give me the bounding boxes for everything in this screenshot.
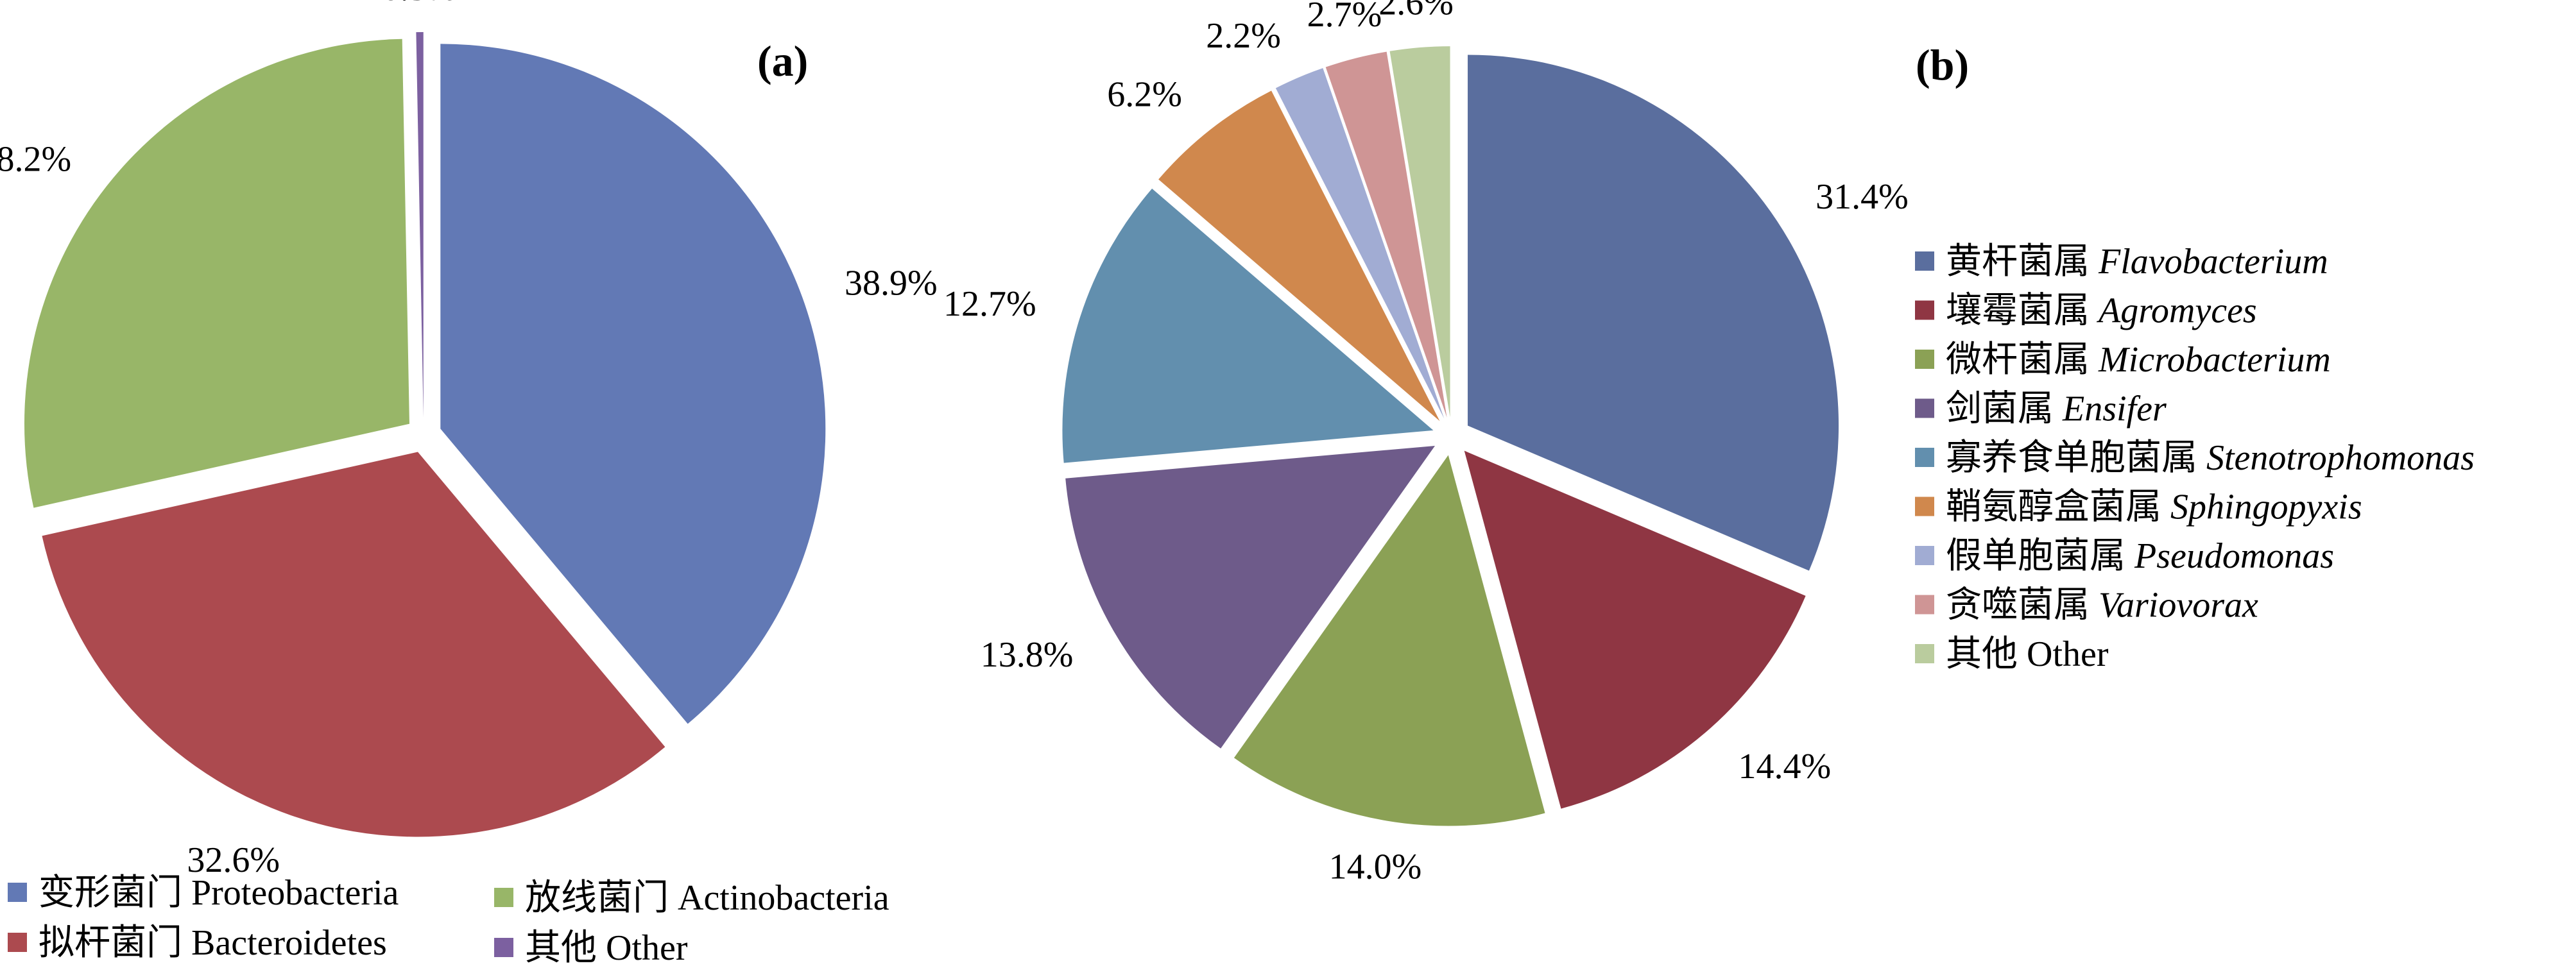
legend-b-swatch-flavobacterium: [1915, 251, 1934, 271]
legend-a-swatch-proteobacteria: [8, 883, 27, 902]
pie-b-slice-agromyces: [1464, 450, 1806, 809]
pie-b-slice-ensifer: [1065, 445, 1435, 749]
pie-b-label-flavobacterium: 31.4%: [1816, 177, 1909, 217]
pie-b-slice-other: [1389, 46, 1450, 418]
legend-a-item-actinobacteria: 放线菌门 Actinobacteria: [494, 878, 889, 918]
legend-a-swatch-other: [494, 938, 513, 957]
pie-b-slice-flavobacterium: [1468, 55, 1839, 571]
legend-b-text-ensifer: 剑菌属 Ensifer: [1946, 389, 2167, 429]
pie-b-label-variovorax: 2.7%: [1307, 0, 1382, 35]
legend-b-swatch-stenotrophomonas: [1915, 448, 1934, 467]
legend-b-swatch-sphingopyxis: [1915, 497, 1934, 516]
pie-chart-a: 38.9% 32.6% 28.2% 0.3%: [0, 0, 938, 880]
pie-a-label-bacteroidetes: 32.6%: [187, 840, 280, 880]
legend-a-text-other: 其他 Other: [525, 928, 688, 965]
pie-b-slice-microbacterium: [1233, 455, 1545, 826]
legend-a-text-actinobacteria: 放线菌门 Actinobacteria: [525, 878, 889, 918]
legend-b-item-pseudomonas: 假单胞菌属 Pseudomonas: [1915, 536, 2334, 576]
legend-b-item-flavobacterium: 黄杆菌属 Flavobacterium: [1915, 242, 2328, 282]
pie-b-label-agromyces: 14.4%: [1738, 747, 1831, 786]
legend-b-swatch-ensifer: [1915, 398, 1934, 418]
legend-a-swatch-bacteroidetes: [8, 933, 27, 952]
legend-b-item-agromyces: 壤霉菌属 Agromyces: [1915, 291, 2257, 331]
legend-a-text-bacteroidetes: 拟杆菌门 Bacteroidetes: [39, 923, 387, 963]
pie-b-label-pseudomonas: 2.2%: [1206, 16, 1281, 56]
pie-b-slice-variovorax: [1325, 51, 1447, 418]
pie-a-slice-proteobacteria: [440, 44, 826, 724]
pie-a-label-actinobacteria: 28.2%: [0, 140, 71, 180]
pie-a-slice-other: [416, 32, 424, 418]
pie-b-slice-stenotrophomonas: [1062, 189, 1434, 463]
pie-b-label-ensifer: 13.8%: [981, 635, 1074, 675]
panel-label-a: (a): [757, 37, 808, 85]
pie-b-label-other: 2.6%: [1378, 0, 1454, 22]
legend-b-swatch-pseudomonas: [1915, 546, 1934, 565]
legend-b-item-other: 其他 Other: [1915, 634, 2109, 674]
legend-a: 变形菌门 Proteobacteria 拟杆菌门 Bacteroidetes 放线菌…: [8, 873, 889, 968]
legend-a-item-bacteroidetes: 拟杆菌门 Bacteroidetes: [8, 923, 387, 963]
legend-a-item-proteobacteria: 变形菌门 Proteobacteria: [8, 873, 399, 913]
legend-b-text-sphingopyxis: 鞘氨醇盒菌属 Sphingopyxis: [1946, 488, 2362, 527]
legend-b-text-flavobacterium: 黄杆菌属 Flavobacterium: [1946, 242, 2328, 282]
legend-b-swatch-microbacterium: [1915, 350, 1934, 369]
pie-a-slice-bacteroidetes: [42, 452, 665, 837]
legend-a-item-other: 其他 Other: [494, 928, 688, 968]
legend-b-text-other: 其他 Other: [1946, 634, 2109, 674]
legend-b-swatch-agromyces: [1915, 300, 1934, 320]
legend-b-text-microbacterium: 微杆菌属 Microbacterium: [1946, 340, 2331, 380]
legend-b-swatch-other: [1915, 644, 1934, 663]
legend-b-swatch-variovorax: [1915, 595, 1934, 615]
pie-b-slice-pseudomonas: [1275, 68, 1445, 419]
legend-a-swatch-actinobacteria: [494, 888, 513, 907]
legend-a-text-proteobacteria: 变形菌门 Proteobacteria: [39, 873, 399, 913]
pie-a-slice-actinobacteria: [24, 38, 409, 508]
pie-chart-b: 31.4% 14.4% 14.0% 13.8% 12.7% 6.2% 2.2% 2.7%2.6…: [943, 0, 1909, 887]
legend-b-text-variovorax: 贪噬菌属 Variovorax: [1946, 586, 2258, 625]
panel-label-b: (b): [1916, 40, 1969, 89]
legend-b-text-pseudomonas: 假单胞菌属 Pseudomonas: [1946, 536, 2334, 576]
legend-b-item-microbacterium: 微杆菌属 Microbacterium: [1915, 340, 2331, 380]
legend-b-item-stenotrophomonas: 寡养食单胞菌属 Stenotrophomonas: [1915, 438, 2475, 478]
legend-b-item-variovorax: 贪噬菌属 Variovorax: [1915, 586, 2258, 625]
pie-b-slice-sphingopyxis: [1158, 90, 1440, 421]
legend-b-item-sphingopyxis: 鞘氨醇盒菌属 Sphingopyxis: [1915, 488, 2362, 527]
pie-b-label-stenotrophomonas: 12.7%: [943, 284, 1036, 324]
legend-b-text-agromyces: 壤霉菌属 Agromyces: [1946, 291, 2257, 331]
legend-b-text-stenotrophomonas: 寡养食单胞菌属 Stenotrophomonas: [1946, 438, 2475, 478]
pie-b-label-sphingopyxis: 6.2%: [1107, 74, 1182, 114]
pie-b-label-microbacterium: 14.0%: [1329, 847, 1422, 887]
legend-b-item-ensifer: 剑菌属 Ensifer: [1915, 389, 2167, 429]
pie-a-label-other: 0.3%: [382, 0, 457, 8]
legend-b: 黄杆菌属 Flavobacterium 壤霉菌属 Agromyces 微杆菌属 Mi…: [1915, 242, 2475, 674]
pie-a-label-proteobacteria: 38.9%: [845, 263, 938, 303]
